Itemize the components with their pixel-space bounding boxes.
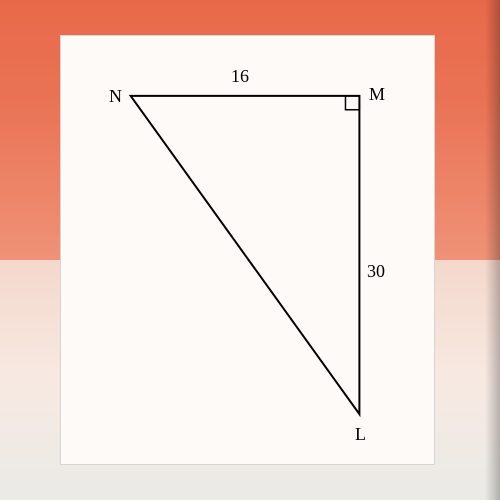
side-label-nm: 16 — [231, 66, 249, 87]
vertex-label-n: N — [109, 86, 122, 107]
vertex-label-m: M — [369, 84, 385, 105]
triangle-shape — [131, 96, 360, 414]
triangle — [131, 96, 360, 414]
side-label-ml: 30 — [367, 261, 385, 282]
vertex-label-l: L — [355, 424, 366, 445]
right-angle-marker — [345, 96, 359, 110]
screen-right-edge-shadow — [485, 0, 500, 500]
diagram-paper: N M L 16 30 — [60, 35, 435, 465]
